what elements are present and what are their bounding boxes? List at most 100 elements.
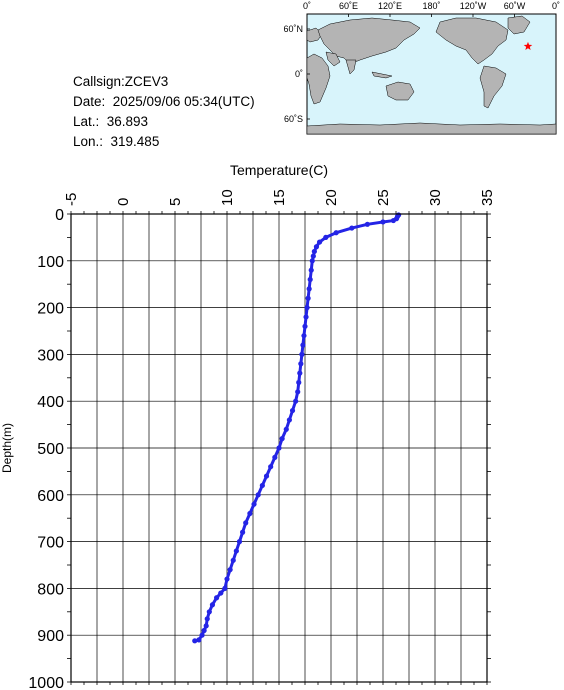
plot-frame-border xyxy=(70,213,488,683)
x-tick-label: 25 xyxy=(375,189,392,206)
data-point xyxy=(233,548,239,554)
y-tick-label: 200 xyxy=(37,301,64,318)
x-axis-label: Temperature(C) xyxy=(230,162,328,178)
date-text: Date: 2025/09/06 05:34(UTC) xyxy=(73,94,255,109)
data-point xyxy=(313,244,320,250)
data-point xyxy=(380,219,386,225)
data-point xyxy=(298,361,304,367)
data-point xyxy=(272,454,278,460)
arabia-landmass xyxy=(325,51,341,67)
data-point xyxy=(308,267,314,273)
x-tick-label: 30 xyxy=(427,189,444,206)
data-point xyxy=(279,436,285,442)
y-tick-label: 500 xyxy=(37,441,64,458)
data-point xyxy=(204,616,210,622)
map-lon-label: 120˚W xyxy=(460,1,487,11)
india-landmass xyxy=(345,59,357,75)
greenland-landmass xyxy=(507,15,531,35)
map-lat-label: 60˚S xyxy=(284,114,303,124)
y-tick-label: 800 xyxy=(37,581,64,598)
latitude-text: Lat.: 36.893 xyxy=(73,114,149,129)
data-point xyxy=(268,464,274,470)
data-point xyxy=(201,627,207,634)
y-tick-label: 700 xyxy=(37,535,64,552)
x-tick-label: -5 xyxy=(63,193,80,206)
data-point xyxy=(276,445,282,451)
x-tick-label: 5 xyxy=(167,198,184,206)
australia-landmass xyxy=(385,81,415,101)
y-tick-label: 1000 xyxy=(28,675,64,690)
data-point xyxy=(306,286,312,292)
station-marker-icon xyxy=(523,41,533,50)
data-point xyxy=(283,426,289,432)
map-lon-label: 60˚W xyxy=(504,1,526,11)
data-point xyxy=(243,520,249,526)
north-america-landmass xyxy=(435,17,509,65)
data-point xyxy=(199,632,205,638)
data-point xyxy=(214,595,220,601)
station-info: Callsign:ZCEV3 Date: 2025/09/06 05:34(UT… xyxy=(73,72,255,152)
map-lon-label: 60˚E xyxy=(339,1,358,11)
data-point xyxy=(247,510,253,517)
y-tick-label: 300 xyxy=(37,347,64,364)
data-point xyxy=(192,638,198,644)
data-point xyxy=(209,602,216,608)
data-point xyxy=(259,482,265,489)
data-point xyxy=(300,342,306,348)
map-lon-label: 180˚ xyxy=(422,1,440,11)
data-point xyxy=(236,539,243,545)
y-tick-label: 600 xyxy=(37,488,64,505)
data-point xyxy=(333,230,339,236)
data-point xyxy=(390,217,396,224)
data-point xyxy=(196,637,202,643)
data-point xyxy=(289,407,296,414)
data-point xyxy=(364,221,370,227)
data-point xyxy=(240,529,246,535)
data-point xyxy=(203,623,209,629)
data-point xyxy=(307,276,313,283)
data-point xyxy=(295,389,301,395)
map-lon-label: 0˚ xyxy=(303,1,311,11)
data-point xyxy=(230,557,236,563)
map-lon-label: 120˚E xyxy=(378,1,402,11)
map-lat-label: 0˚ xyxy=(295,69,303,79)
data-point xyxy=(301,333,307,339)
callsign-text: Callsign:ZCEV3 xyxy=(73,74,169,89)
y-tick-label: 100 xyxy=(37,254,64,271)
data-point xyxy=(227,567,233,573)
data-point xyxy=(297,370,303,376)
y-tick-label: 900 xyxy=(37,628,64,645)
x-tick-label: 15 xyxy=(271,189,288,206)
data-point xyxy=(222,585,228,592)
data-point xyxy=(316,239,323,245)
data-point xyxy=(349,225,355,231)
data-point xyxy=(218,590,224,596)
x-tick-label: 0 xyxy=(115,198,132,206)
asia-landmass xyxy=(317,17,421,65)
data-point xyxy=(323,234,329,240)
map-land xyxy=(306,15,557,135)
y-axis-label: Depth(m) xyxy=(0,423,14,473)
data-point xyxy=(293,398,299,404)
data-point xyxy=(251,501,257,507)
data-point xyxy=(299,351,305,357)
data-point xyxy=(224,576,230,582)
africa-landmass xyxy=(306,53,331,105)
data-point xyxy=(311,248,317,255)
x-tick-label: 20 xyxy=(323,189,340,206)
antarctica-landmass xyxy=(306,122,557,135)
y-tick-label: 400 xyxy=(37,394,64,411)
data-point xyxy=(303,314,309,320)
data-point xyxy=(255,492,261,498)
data-point xyxy=(309,258,315,264)
map-lat-label: 60˚N xyxy=(283,24,303,34)
data-point xyxy=(206,609,212,615)
data-point xyxy=(310,253,316,259)
x-tick-label: 10 xyxy=(219,189,236,206)
y-tick-label: 0 xyxy=(55,207,64,224)
data-point xyxy=(304,305,310,311)
data-point xyxy=(286,417,292,423)
data-point xyxy=(305,295,311,301)
map-lon-label: 0˚ xyxy=(552,1,560,11)
data-point xyxy=(263,473,270,479)
